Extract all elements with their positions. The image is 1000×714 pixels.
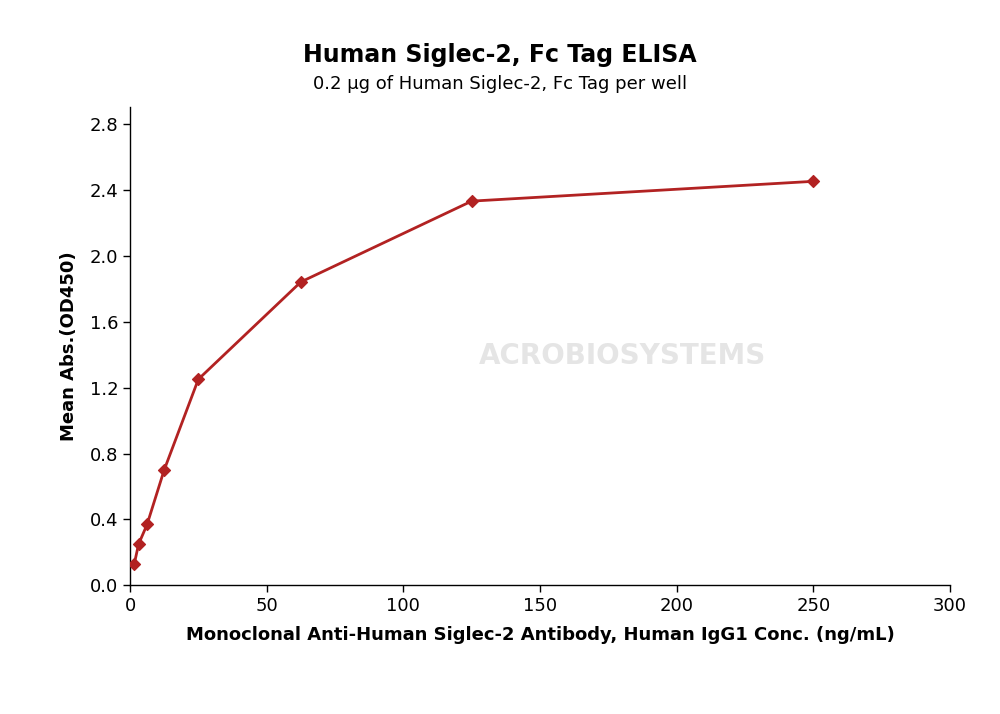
Point — [139, 519, 155, 531]
Text: 0.2 μg of Human Siglec-2, Fc Tag per well: 0.2 μg of Human Siglec-2, Fc Tag per wel… — [313, 75, 687, 93]
Point — [293, 276, 309, 288]
X-axis label: Monoclonal Anti-Human Siglec-2 Antibody, Human IgG1 Conc. (ng/mL): Monoclonal Anti-Human Siglec-2 Antibody,… — [186, 626, 894, 645]
Point — [805, 176, 821, 187]
Text: Human Siglec-2, Fc Tag ELISA: Human Siglec-2, Fc Tag ELISA — [303, 43, 697, 67]
Point — [464, 196, 480, 207]
Text: ACROBIOSYSTEMS: ACROBIOSYSTEMS — [478, 342, 766, 370]
Point — [131, 538, 147, 550]
Point — [190, 373, 206, 385]
Point — [156, 464, 172, 476]
Point — [126, 558, 142, 570]
Y-axis label: Mean Abs.(OD450): Mean Abs.(OD450) — [60, 251, 78, 441]
